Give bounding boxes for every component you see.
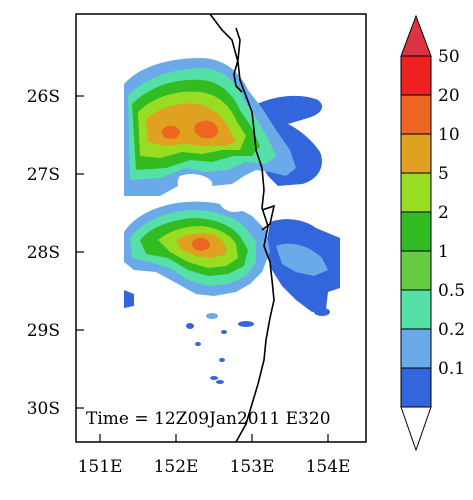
lon-axis: 151E 152E 153E 154E bbox=[78, 434, 351, 477]
colorbar-segment bbox=[400, 211, 432, 252]
colorbar-segment bbox=[400, 250, 432, 291]
precip-gap-1 bbox=[177, 174, 213, 194]
lon-label-154e: 154E bbox=[306, 457, 351, 477]
precip-core-north-1 bbox=[194, 120, 219, 139]
colorbar-segment bbox=[400, 172, 432, 213]
precip-blob bbox=[210, 376, 218, 380]
precipitation-field bbox=[124, 58, 340, 384]
colorbar-label: 2 bbox=[438, 203, 449, 223]
lat-label-27s: 27S bbox=[27, 165, 60, 185]
colorbar-top-triangle bbox=[400, 14, 432, 57]
precip-region-blue-southwest bbox=[124, 290, 134, 308]
precip-core-south bbox=[191, 237, 210, 251]
colorbar-segment bbox=[400, 133, 432, 174]
lon-label-153e: 153E bbox=[230, 457, 275, 477]
colorbar-bottom-triangle bbox=[400, 406, 432, 452]
precip-blob bbox=[314, 308, 330, 316]
colorbar-segment bbox=[400, 94, 432, 135]
precip-blob bbox=[238, 321, 254, 327]
colorbar-segment bbox=[400, 328, 432, 369]
colorbar-label: 20 bbox=[438, 86, 460, 106]
colorbar-segment bbox=[400, 367, 432, 408]
colorbar: 50 20 10 5 2 1 0.5 0.2 0.1 bbox=[400, 14, 465, 452]
coastline-mainland bbox=[209, 13, 275, 443]
coastline-bay bbox=[261, 204, 276, 231]
lat-label-28s: 28S bbox=[27, 243, 60, 263]
coastline bbox=[209, 13, 276, 443]
colorbar-segment bbox=[400, 289, 432, 330]
precip-blob bbox=[206, 313, 218, 319]
colorbar-label: 50 bbox=[438, 47, 460, 67]
precip-blob bbox=[195, 342, 201, 346]
lat-label-26s: 26S bbox=[27, 87, 60, 107]
precip-region-lightblue-east bbox=[276, 243, 328, 276]
lat-axis: 26S 27S 28S 29S 30S bbox=[27, 87, 84, 419]
colorbar-label: 5 bbox=[438, 164, 449, 184]
lat-label-29s: 29S bbox=[27, 321, 60, 341]
time-annotation: Time = 12Z09Jan2011 E320 bbox=[86, 409, 331, 429]
precip-blob bbox=[221, 330, 227, 334]
colorbar-segment bbox=[400, 55, 432, 96]
colorbar-label: 1 bbox=[438, 242, 449, 262]
lon-label-152e: 152E bbox=[154, 457, 199, 477]
colorbar-label: 0.2 bbox=[438, 320, 465, 340]
precip-core-north-2 bbox=[161, 125, 180, 139]
precip-blob bbox=[186, 323, 194, 329]
colorbar-label: 0.1 bbox=[438, 359, 465, 379]
precip-gap-2 bbox=[219, 192, 253, 212]
precip-blob bbox=[219, 358, 225, 362]
lat-label-30s: 30S bbox=[27, 399, 60, 419]
map-frame bbox=[75, 13, 367, 443]
colorbar-label: 0.5 bbox=[438, 281, 465, 301]
lon-label-151e: 151E bbox=[78, 457, 123, 477]
coastline-island bbox=[233, 27, 243, 93]
colorbar-label: 10 bbox=[438, 125, 460, 145]
precip-blob bbox=[216, 380, 224, 384]
